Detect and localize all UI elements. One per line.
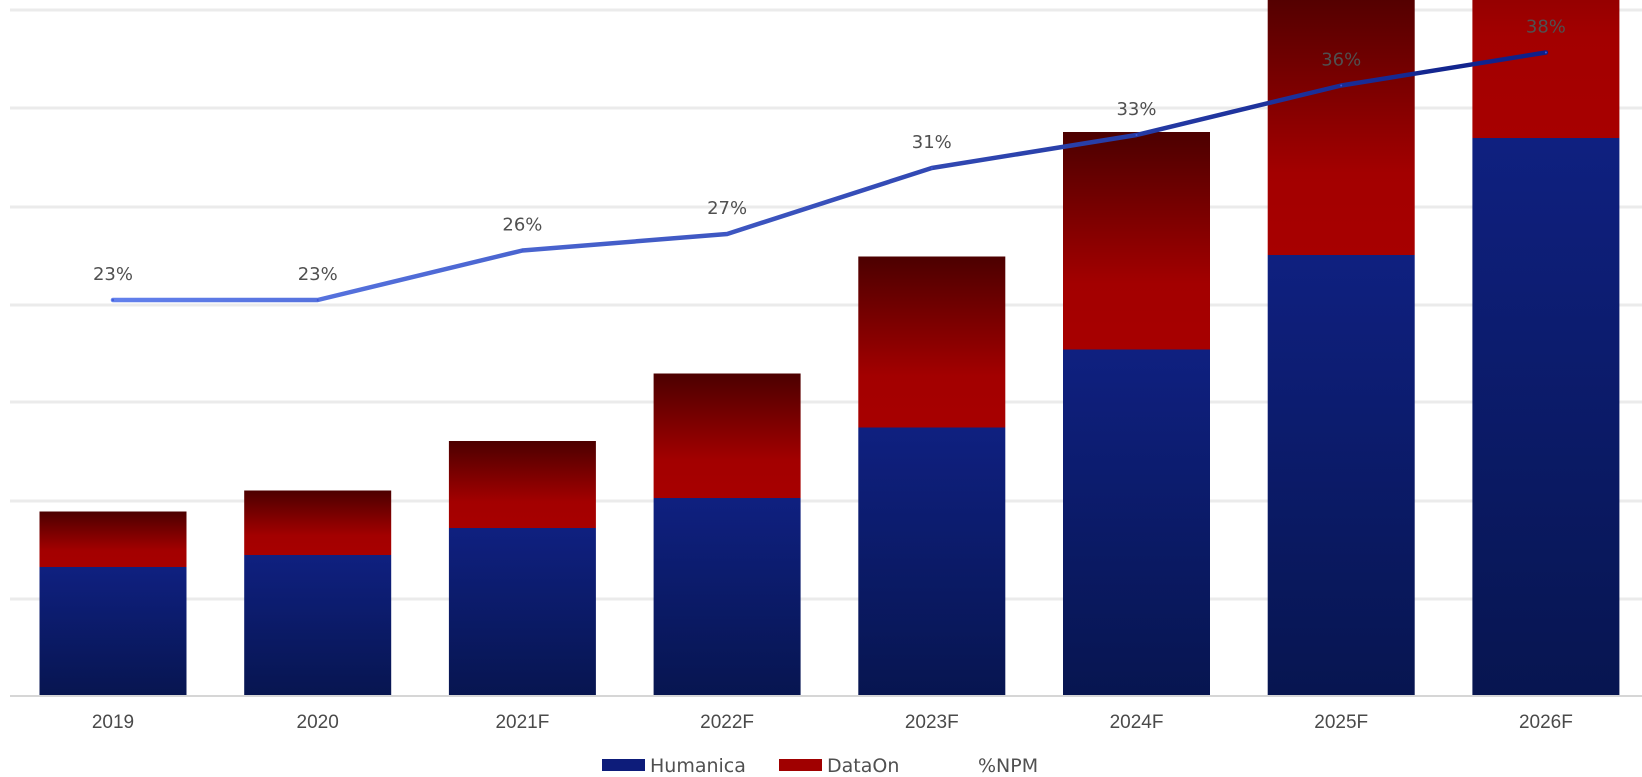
x-tick-label: 2025F: [1314, 712, 1368, 733]
x-tick-label: 2023F: [905, 712, 959, 733]
npm-point: [1544, 51, 1547, 54]
bar-humanica: [1472, 138, 1620, 696]
bar-humanica: [1063, 349, 1210, 696]
x-tick-label: 2019: [92, 712, 134, 733]
bar-dataon: [1063, 132, 1210, 350]
npm-point: [726, 233, 729, 235]
bar-humanica: [1267, 255, 1415, 696]
bar-dataon: [858, 256, 1006, 428]
bar-humanica: [448, 528, 596, 696]
legend-label-dataon: DataOn: [827, 755, 899, 777]
npm-point: [1135, 134, 1138, 136]
npm-point: [316, 299, 319, 301]
npm-point: [1340, 84, 1343, 87]
npm-line-layer: 23% 23% 26% 27% 31% 33% 36% 38%: [93, 17, 1566, 303]
bar-humanica: [858, 427, 1006, 696]
x-tick-label: 2020: [297, 712, 339, 733]
bar-dataon: [653, 373, 801, 498]
npm-point: [521, 249, 524, 252]
bar-humanica: [653, 498, 801, 696]
bar-humanica: [244, 555, 392, 696]
npm-point: [930, 167, 933, 169]
x-tick-label: 2021F: [495, 712, 549, 733]
legend-swatch-humanica: [602, 759, 645, 771]
legend-label-npm: %NPM: [978, 755, 1038, 777]
npm-data-label: 27%: [707, 198, 747, 219]
npm-data-label: 33%: [1116, 99, 1156, 120]
x-tick-label: 2026F: [1519, 712, 1573, 733]
x-tick-label: 2022F: [700, 712, 754, 733]
npm-data-label: 31%: [912, 132, 952, 153]
npm-data-label: 26%: [502, 215, 542, 236]
legend: Humanica DataOn %NPM: [602, 755, 1038, 777]
bar-dataon: [448, 441, 596, 528]
npm-data-label: 23%: [93, 264, 133, 285]
bar-dataon: [244, 490, 392, 555]
npm-point: [112, 299, 114, 301]
bars: [39, 0, 1620, 696]
legend-swatch-dataon: [779, 759, 822, 771]
bar-dataon: [1472, 0, 1620, 138]
x-axis-ticks: 2019 2020 2021F 2022F 2023F 2024F 2025F 2026F: [92, 712, 1573, 733]
bar-dataon: [39, 511, 187, 567]
bar-dataon: [1267, 0, 1415, 255]
legend-label-humanica: Humanica: [650, 755, 746, 777]
npm-line: [110, 50, 1549, 303]
npm-data-label: 38%: [1526, 17, 1566, 38]
x-tick-label: 2024F: [1110, 712, 1164, 733]
npm-data-label: 36%: [1321, 50, 1361, 71]
bar-humanica: [39, 567, 187, 696]
npm-data-label: 23%: [298, 264, 338, 285]
